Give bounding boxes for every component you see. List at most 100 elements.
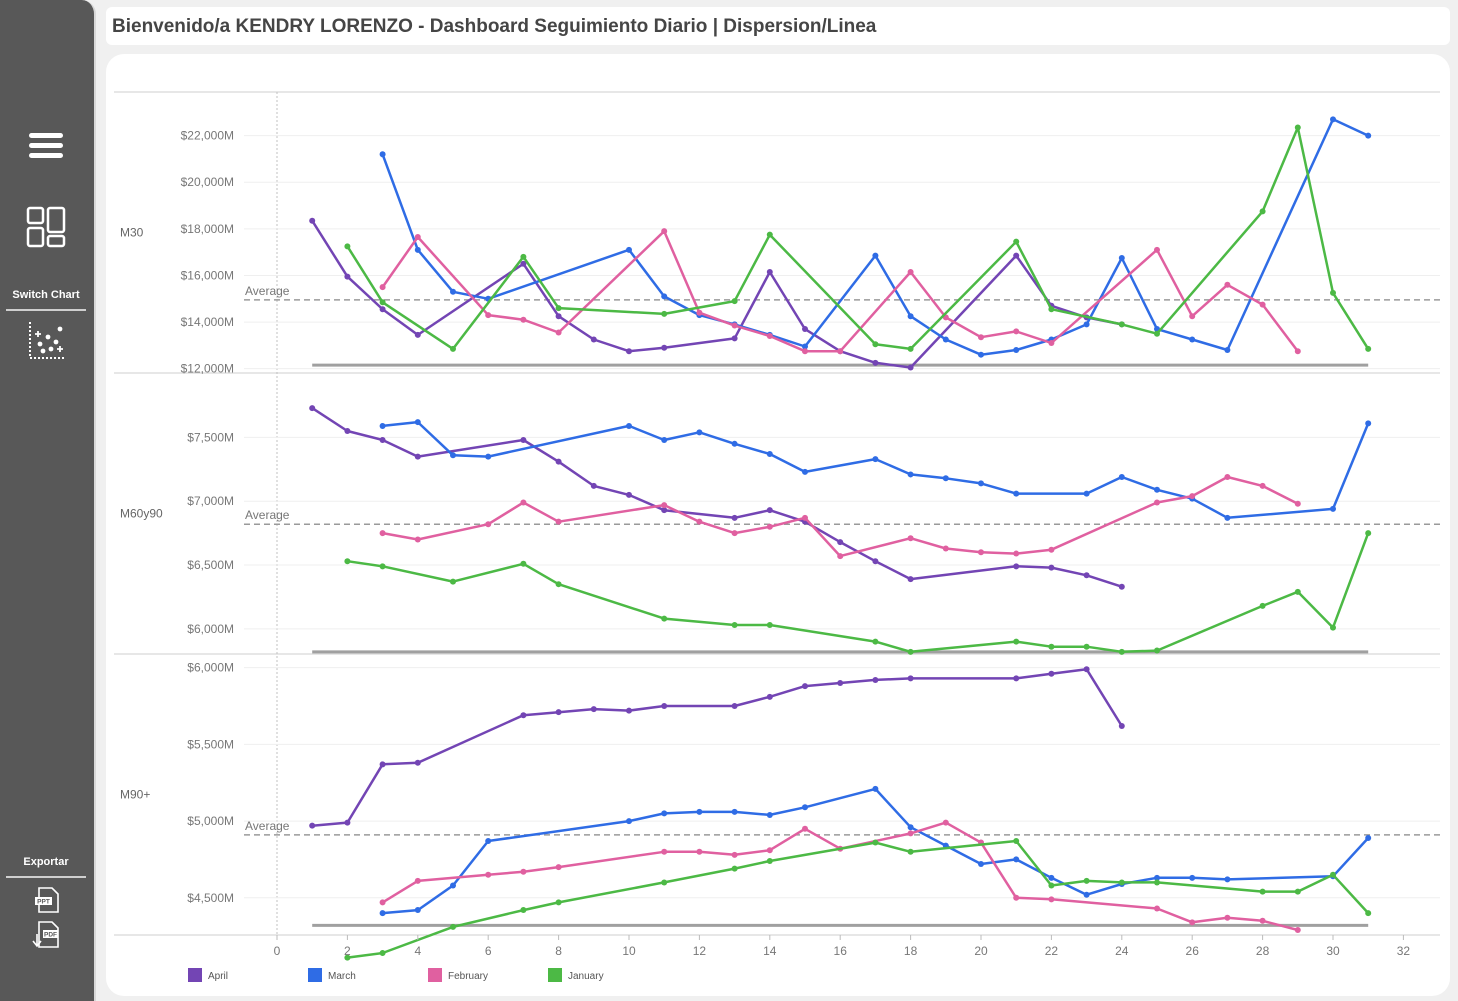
data-point-january	[872, 839, 879, 846]
data-point-april	[379, 306, 386, 313]
data-point-february	[661, 228, 668, 235]
legend-swatch-february	[428, 968, 442, 982]
y-tick-label: $5,000M	[187, 814, 234, 828]
data-point-january	[344, 558, 351, 565]
data-point-april	[661, 344, 668, 351]
data-point-february	[1013, 550, 1020, 557]
data-point-january	[379, 563, 386, 570]
data-point-january	[520, 560, 527, 567]
data-point-january	[1118, 879, 1125, 886]
svg-text:PDF: PDF	[44, 932, 57, 939]
data-point-february	[907, 535, 914, 542]
ppt-file-icon[interactable]: PPT	[0, 886, 94, 914]
data-point-february	[978, 549, 984, 556]
data-point-april	[1118, 583, 1125, 590]
data-point-april	[731, 703, 738, 710]
data-point-march	[766, 811, 773, 818]
series-line-february	[381, 229, 1299, 353]
data-point-april	[379, 761, 386, 768]
x-tick-label: 30	[1326, 944, 1340, 958]
data-point-february	[1013, 328, 1020, 335]
data-point-january	[1154, 330, 1160, 337]
data-point-january	[450, 345, 456, 352]
data-point-april	[837, 539, 844, 546]
data-point-april	[520, 712, 527, 719]
data-point-january	[1048, 882, 1055, 889]
data-point-january	[1365, 530, 1372, 537]
scatter-chart-icon[interactable]	[0, 320, 94, 362]
data-point-march	[731, 808, 738, 815]
data-point-march	[626, 818, 632, 825]
export-label: Exportar	[23, 856, 69, 868]
data-point-february	[485, 871, 492, 878]
line-chart[interactable]: $12,000M $14,000M $16,000M $18,000M $20,000M…	[106, 54, 1450, 996]
data-point-february	[1013, 894, 1020, 901]
data-point-april	[1118, 722, 1125, 729]
data-point-march	[661, 293, 668, 300]
data-point-march	[450, 882, 456, 889]
data-point-april	[414, 453, 421, 460]
data-point-april	[555, 313, 562, 320]
data-point-january	[766, 622, 773, 629]
data-point-april	[590, 336, 597, 343]
y-tick-label: $12,000M	[181, 362, 234, 376]
series-line-march	[382, 420, 1370, 520]
y-tick-label: $5,500M	[187, 737, 234, 751]
dashboard-layout-icon[interactable]	[0, 205, 94, 249]
data-point-february	[1048, 546, 1055, 553]
data-point-april	[414, 331, 421, 338]
legend: April March February January	[188, 968, 604, 982]
series-line-january	[347, 839, 1370, 959]
data-point-february	[1154, 499, 1160, 506]
data-point-february	[837, 553, 844, 560]
legend-label-february: February	[448, 971, 488, 982]
data-point-march	[1048, 874, 1055, 881]
data-point-february	[379, 899, 386, 906]
average-label: Average	[245, 508, 290, 522]
y-tick-label: $22,000M	[181, 129, 234, 143]
y-tick-label: $6,500M	[187, 558, 234, 572]
data-point-january	[1330, 871, 1336, 878]
data-point-january	[1259, 208, 1266, 215]
data-point-april	[802, 326, 808, 333]
data-point-january	[731, 865, 738, 872]
pdf-download-icon[interactable]: PDF	[0, 920, 94, 950]
data-point-january	[520, 907, 527, 914]
x-axis: 0 2 4 6 8 10 12 14 16 18 20 22 24 26 28 30 32	[274, 935, 1410, 958]
data-point-april	[379, 436, 386, 443]
data-point-february	[555, 329, 562, 336]
data-point-april	[309, 217, 316, 224]
data-point-march	[1154, 486, 1160, 493]
data-point-february	[837, 348, 844, 355]
sidebar-divider	[6, 309, 86, 311]
data-point-march	[872, 785, 879, 792]
data-point-february	[1189, 313, 1196, 320]
data-point-february	[1294, 348, 1301, 355]
data-point-january	[661, 615, 668, 622]
data-point-april	[626, 707, 632, 714]
data-point-march	[907, 824, 914, 831]
data-point-february	[978, 334, 984, 341]
x-tick-label: 8	[555, 944, 562, 958]
data-point-march	[626, 422, 632, 429]
data-point-february	[379, 284, 386, 291]
data-point-march	[1365, 834, 1372, 841]
data-point-march	[802, 804, 808, 811]
data-point-april	[1013, 252, 1020, 259]
y-tick-label: $4,500M	[187, 891, 234, 905]
data-point-march	[1118, 254, 1125, 261]
data-point-february	[520, 868, 527, 875]
y-tick-label: $6,000M	[187, 661, 234, 675]
data-point-february	[661, 848, 668, 855]
data-point-april	[661, 507, 668, 514]
hamburger-menu-icon[interactable]	[0, 130, 94, 162]
data-point-march	[1224, 876, 1231, 883]
x-tick-label: 12	[693, 944, 707, 958]
data-point-march	[1013, 490, 1020, 497]
data-point-march	[1189, 874, 1196, 881]
y-tick-label: $7,500M	[187, 430, 234, 444]
data-point-january	[1330, 289, 1336, 296]
data-point-january	[872, 341, 879, 348]
series-line-april	[312, 667, 1123, 827]
data-point-march	[1224, 347, 1231, 354]
